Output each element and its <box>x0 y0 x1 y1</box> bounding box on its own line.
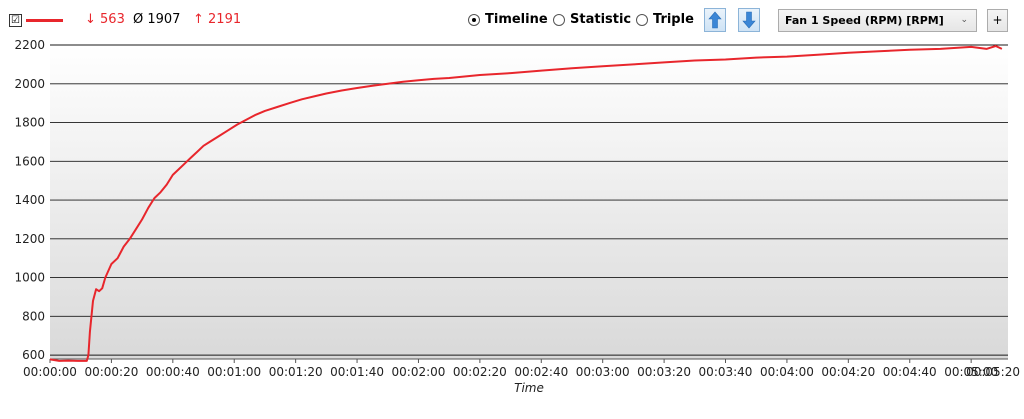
y-tick-label: 1600 <box>14 154 45 168</box>
series-legend-swatch <box>26 19 63 22</box>
add-sensor-button[interactable]: + <box>987 9 1008 32</box>
x-tick-label: 00:04:40 <box>883 365 937 379</box>
timeline-chart: 600 800 1000 1200 1400 1600 1800 2000 2200 00:00… <box>14 38 1020 395</box>
y-tick-label: 1200 <box>14 232 45 246</box>
x-axis: 00:00:00 00:00:20 00:00:40 00:01:00 00:01:20… <box>23 359 1020 379</box>
y-tick-label: 600 <box>22 348 45 362</box>
x-tick-label: 00:03:20 <box>637 365 691 379</box>
y-tick-label: 1000 <box>14 271 45 285</box>
x-tick-label: 00:05:00 <box>944 365 998 379</box>
x-tick-label: 00:03:00 <box>576 365 630 379</box>
move-down-button[interactable] <box>738 8 760 32</box>
chevron-down-icon: ⌄ <box>960 15 968 25</box>
x-tick-label: 00:00:40 <box>146 365 200 379</box>
radio-triple-indicator[interactable] <box>636 13 648 26</box>
radio-timeline[interactable]: Timeline <box>468 12 548 27</box>
y-tick-label: 1400 <box>14 193 45 207</box>
series-visibility-checkbox[interactable]: ☑ <box>9 14 22 27</box>
x-tick-label: 00:04:20 <box>821 365 875 379</box>
x-tick-label: 00:01:40 <box>330 365 384 379</box>
radio-statistic-indicator[interactable] <box>553 13 565 26</box>
radio-triple[interactable]: Triple <box>636 12 694 27</box>
x-tick-label: 00:01:00 <box>207 365 261 379</box>
radio-timeline-indicator[interactable] <box>468 13 480 26</box>
x-tick-label: 00:00:00 <box>23 365 77 379</box>
x-tick-label: 00:02:20 <box>453 365 507 379</box>
max-value: ↑ 2191 <box>193 12 242 27</box>
move-up-button[interactable] <box>704 8 726 32</box>
x-tick-label: 00:02:00 <box>392 365 446 379</box>
x-tick-label: 00:03:40 <box>699 365 753 379</box>
x-tick-label: 00:02:40 <box>514 365 568 379</box>
x-tick-label: 00:05:20 <box>966 365 1020 379</box>
radio-timeline-label: Timeline <box>485 12 548 27</box>
x-tick-label: 00:01:20 <box>269 365 323 379</box>
sensor-select-value: Fan 1 Speed (RPM) [RPM] <box>785 14 944 27</box>
y-tick-label: 2200 <box>14 38 45 52</box>
min-value: ↓ 563 <box>85 12 125 27</box>
y-tick-label: 800 <box>22 309 45 323</box>
radio-statistic[interactable]: Statistic <box>553 12 631 27</box>
y-tick-label: 2000 <box>14 77 45 91</box>
y-axis: 600 800 1000 1200 1400 1600 1800 2000 2200 <box>14 38 45 362</box>
x-tick-label: 00:04:00 <box>760 365 814 379</box>
series-group <box>49 45 1003 362</box>
series-line-fan1-speed <box>49 45 1003 362</box>
arrow-down-icon <box>742 11 756 29</box>
avg-value: Ø 1907 <box>133 12 181 27</box>
x-axis-title: Time <box>514 381 544 395</box>
chart-toolbar: ☑ ↓ 563 Ø 1907 ↑ 2191 Timeline Statistic… <box>0 0 1024 40</box>
arrow-up-icon <box>708 11 722 29</box>
y-tick-label: 1800 <box>14 116 45 130</box>
plot-area <box>50 45 1008 359</box>
sensor-select[interactable]: Fan 1 Speed (RPM) [RPM] ⌄ <box>778 9 977 32</box>
radio-statistic-label: Statistic <box>570 12 632 27</box>
x-tick-label: 00:00:20 <box>84 365 138 379</box>
radio-triple-label: Triple <box>653 12 694 27</box>
